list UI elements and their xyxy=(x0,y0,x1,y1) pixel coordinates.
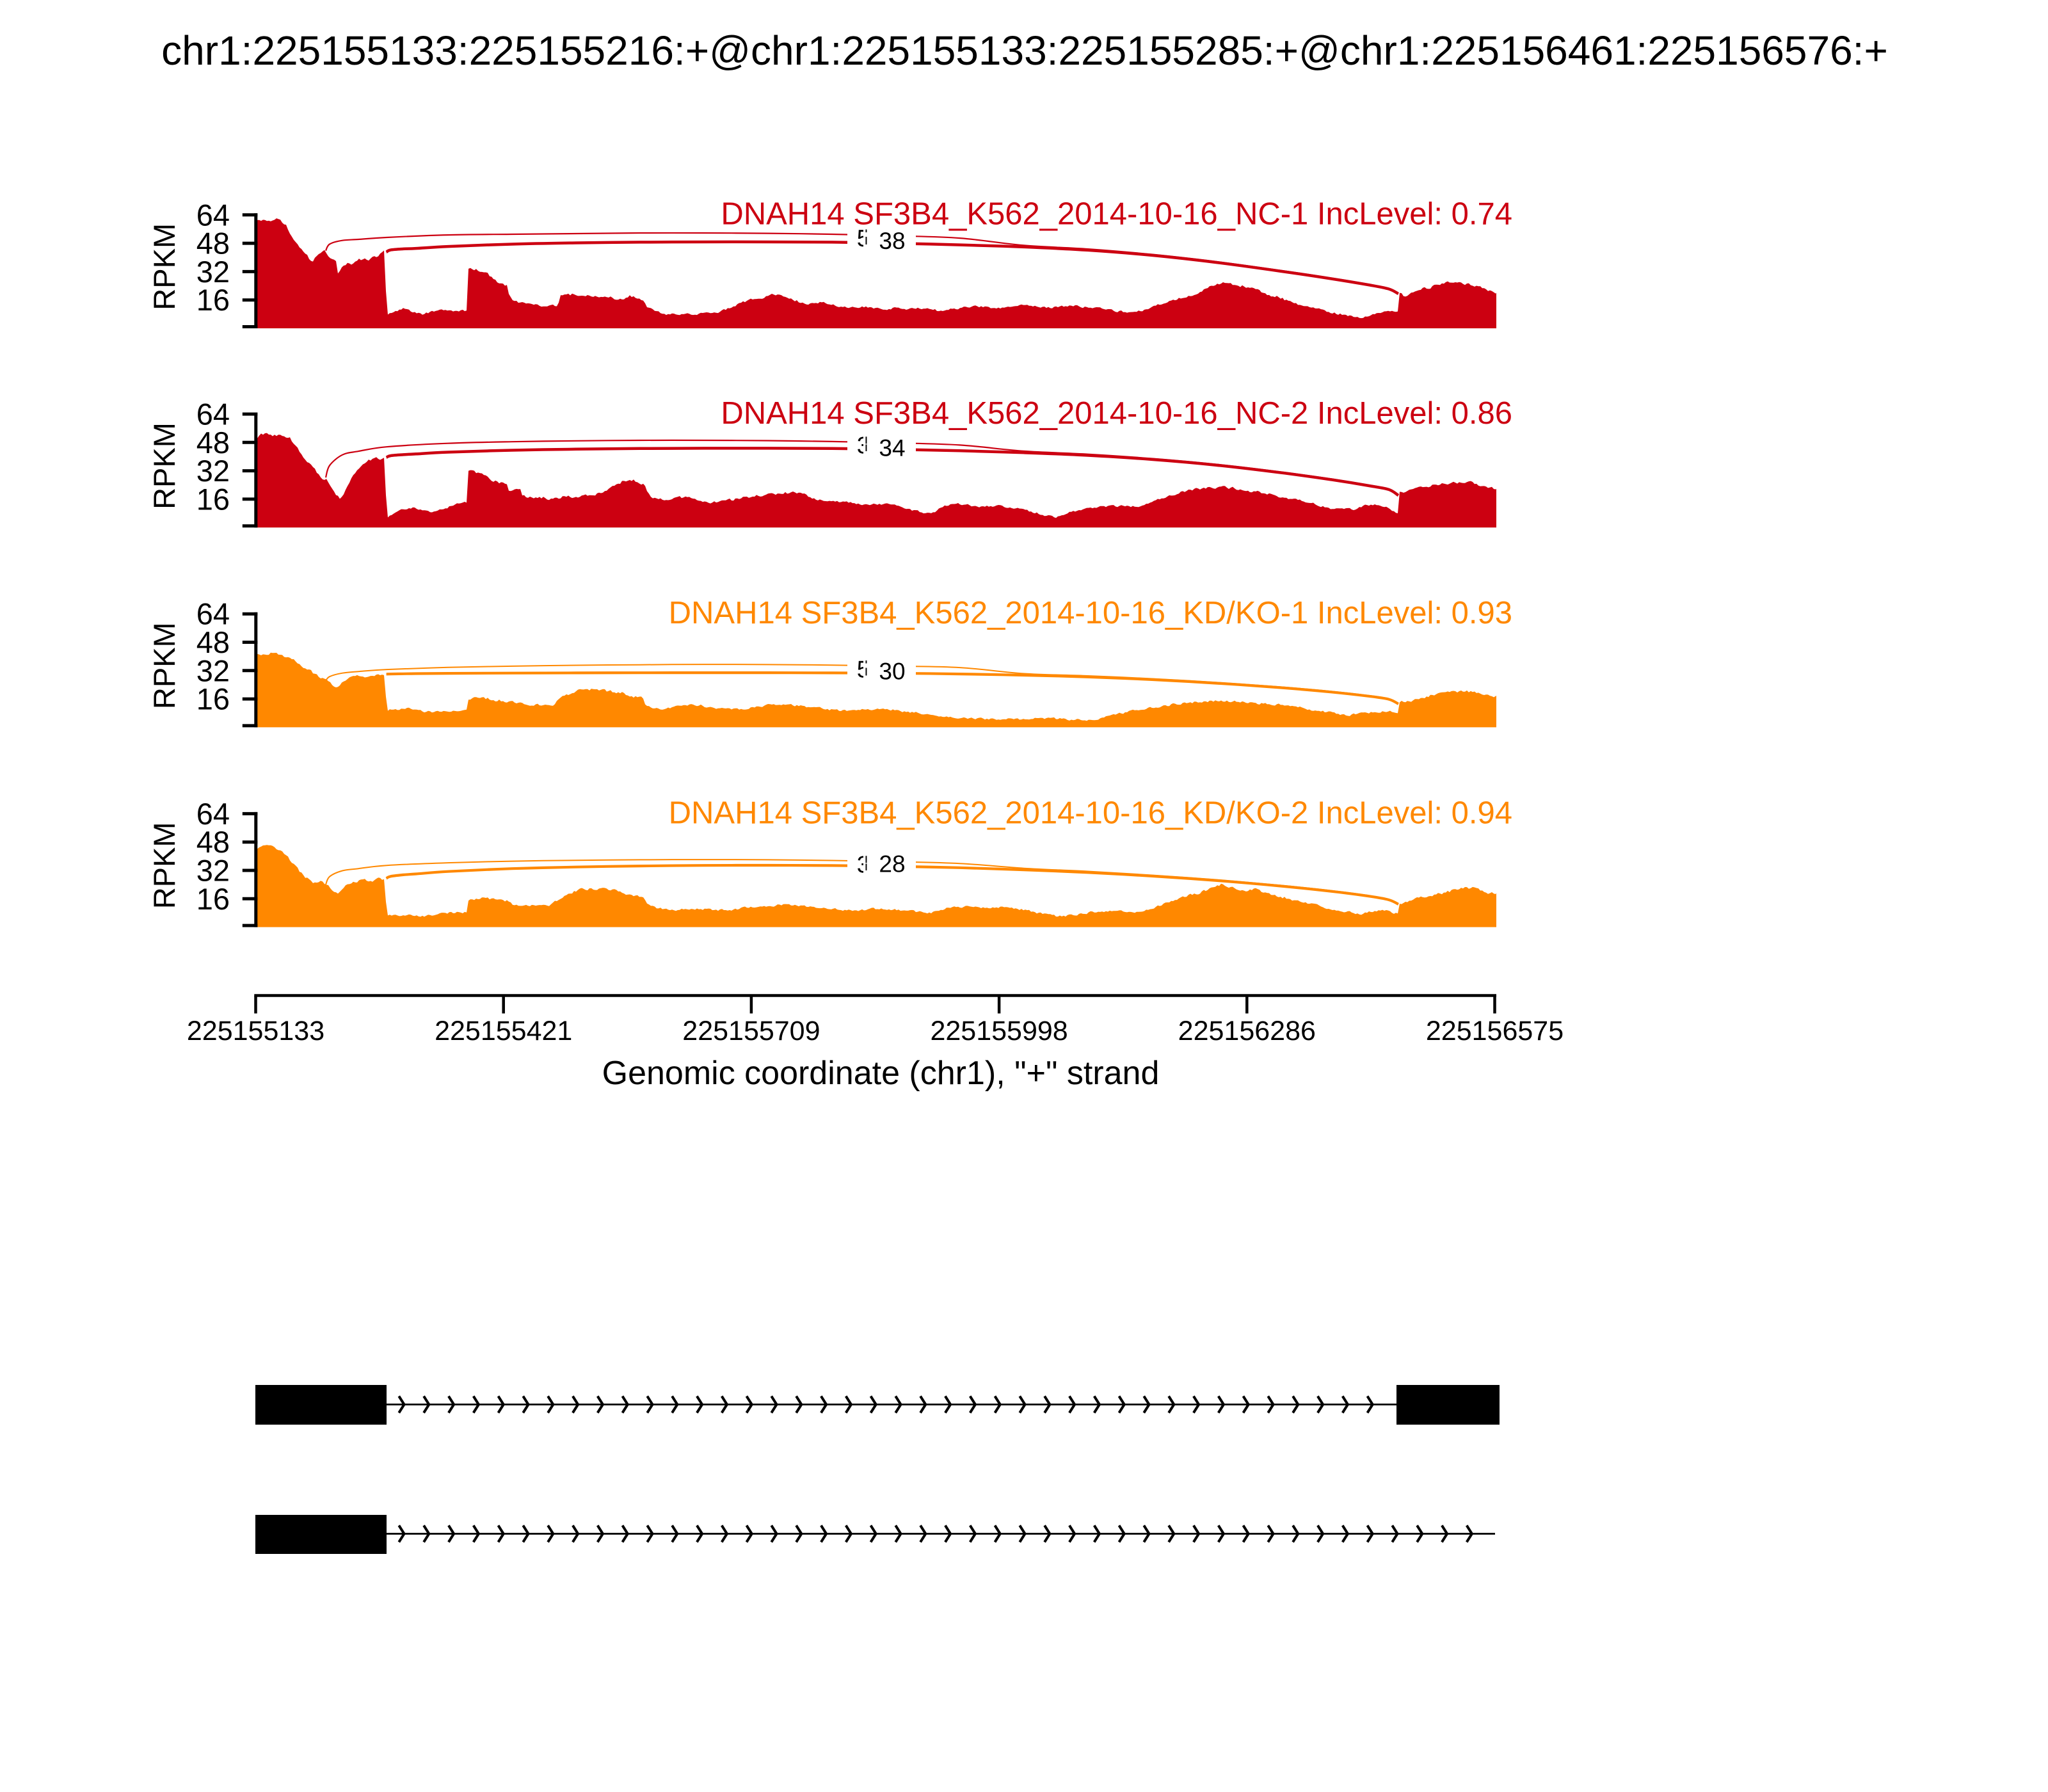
svg-text:16: 16 xyxy=(196,682,230,716)
svg-text:64: 64 xyxy=(196,198,230,232)
svg-text:225156575: 225156575 xyxy=(1426,1016,1564,1046)
svg-text:DNAH14 SF3B4_K562_2014-10-16_N: DNAH14 SF3B4_K562_2014-10-16_NC-2 IncLev… xyxy=(721,396,1512,431)
svg-text:225155421: 225155421 xyxy=(435,1016,572,1046)
svg-text:RPKM: RPKM xyxy=(147,622,181,709)
svg-text:DNAH14 SF3B4_K562_2014-10-16_K: DNAH14 SF3B4_K562_2014-10-16_KD/KO-1 Inc… xyxy=(669,596,1512,630)
svg-text:48: 48 xyxy=(196,227,230,260)
svg-text:DNAH14 SF3B4_K562_2014-10-16_K: DNAH14 SF3B4_K562_2014-10-16_KD/KO-2 Inc… xyxy=(669,796,1512,830)
svg-text:32: 32 xyxy=(196,653,230,687)
svg-text:225155133: 225155133 xyxy=(187,1016,324,1046)
svg-text:38: 38 xyxy=(879,228,905,254)
svg-text:DNAH14 SF3B4_K562_2014-10-16_N: DNAH14 SF3B4_K562_2014-10-16_NC-1 IncLev… xyxy=(721,197,1512,232)
svg-text:64: 64 xyxy=(196,797,230,831)
svg-text:48: 48 xyxy=(196,825,230,859)
svg-text:16: 16 xyxy=(196,283,230,317)
svg-text:48: 48 xyxy=(196,426,230,460)
svg-text:30: 30 xyxy=(879,659,905,685)
svg-text:28: 28 xyxy=(879,851,905,877)
svg-text:RPKM: RPKM xyxy=(147,822,181,909)
svg-text:225155709: 225155709 xyxy=(682,1016,820,1046)
svg-text:48: 48 xyxy=(196,625,230,659)
svg-text:32: 32 xyxy=(196,454,230,488)
svg-text:225156286: 225156286 xyxy=(1178,1016,1316,1046)
svg-text:RPKM: RPKM xyxy=(147,223,181,310)
svg-text:5: 5 xyxy=(857,225,870,252)
svg-text:16: 16 xyxy=(196,482,230,516)
svg-text:32: 32 xyxy=(196,255,230,289)
svg-text:chr1:225155133:225155216:+@chr: chr1:225155133:225155216:+@chr1:22515513… xyxy=(161,28,1888,74)
svg-text:34: 34 xyxy=(879,435,905,461)
svg-text:16: 16 xyxy=(196,882,230,916)
svg-text:3: 3 xyxy=(857,433,870,459)
svg-text:5: 5 xyxy=(857,657,870,683)
svg-text:RPKM: RPKM xyxy=(147,422,181,509)
svg-text:Genomic coordinate (chr1), "+": Genomic coordinate (chr1), "+" strand xyxy=(602,1055,1160,1092)
svg-text:225155998: 225155998 xyxy=(930,1016,1068,1046)
svg-text:64: 64 xyxy=(196,597,230,631)
svg-text:64: 64 xyxy=(196,397,230,431)
svg-text:3: 3 xyxy=(857,852,870,878)
svg-text:32: 32 xyxy=(196,854,230,888)
